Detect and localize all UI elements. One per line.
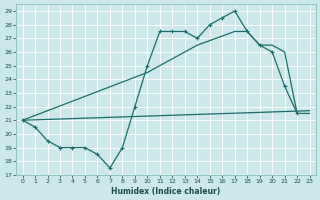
X-axis label: Humidex (Indice chaleur): Humidex (Indice chaleur) bbox=[111, 187, 221, 196]
